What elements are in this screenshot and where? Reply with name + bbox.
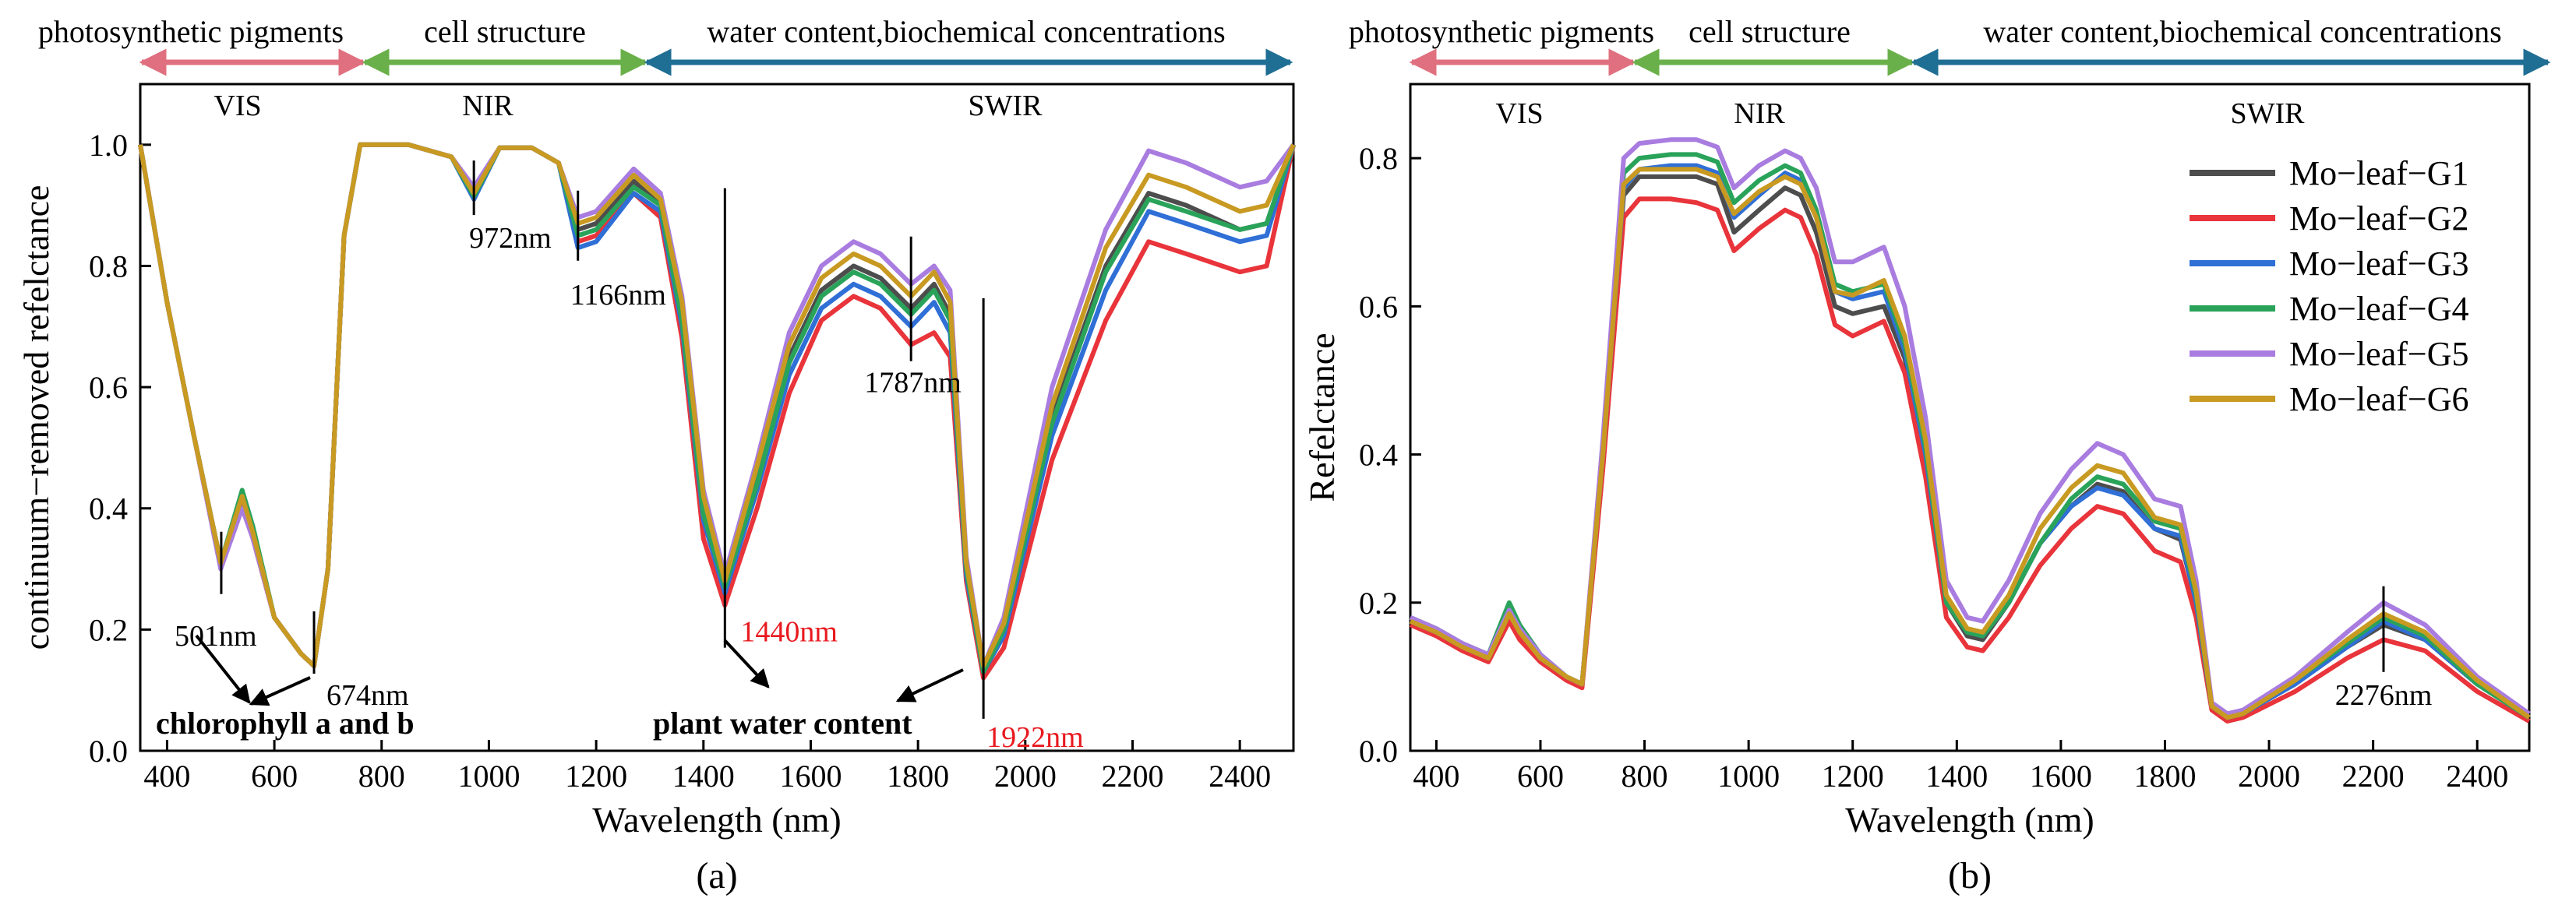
series-line-g2-b xyxy=(1409,196,2531,724)
x-tick-label: 2400 xyxy=(1209,759,1271,794)
y-tick-label: 0.6 xyxy=(1359,289,1398,324)
annotation-label: 501nm xyxy=(175,620,257,653)
x-tick-label: 800 xyxy=(1621,759,1668,794)
panel-label-b: (b) xyxy=(1948,855,1992,896)
x-tick-label: 600 xyxy=(1517,759,1564,794)
x-tick-label: 800 xyxy=(358,759,405,794)
annotations-b: 2276nm xyxy=(2335,586,2433,712)
water-label-b: water content,biochemical concentrations xyxy=(1983,14,2501,49)
y-tick-label: 0.8 xyxy=(89,248,128,283)
y-tick-label: 0.8 xyxy=(1359,141,1398,176)
arrow-1922-a xyxy=(895,668,964,702)
annotations-a: 972nm 1166nm 1787nm 501nm 674nm 1440nm 1922nm xyxy=(175,160,1084,754)
annotation-label: 1440nm xyxy=(740,616,838,649)
water-label-a: water content,biochemical concentrations xyxy=(707,14,1225,49)
legend-label: Mo−leaf−G3 xyxy=(2289,245,2468,283)
region-vis-a: VIS xyxy=(213,90,261,122)
x-tick-label: 1200 xyxy=(565,759,627,794)
structure-label-b: cell structure xyxy=(1689,14,1851,49)
arrow-1440-a xyxy=(723,639,770,688)
x-tick-label: 400 xyxy=(1413,759,1459,794)
plot-frame-a xyxy=(139,83,1295,752)
structure-label-a: cell structure xyxy=(424,14,586,49)
y-tick-label: 0.4 xyxy=(1359,438,1398,473)
x-tick-label: 2000 xyxy=(2238,759,2300,794)
series-line-g6-a xyxy=(138,142,1296,669)
x-tick-label: 1400 xyxy=(672,759,735,794)
xlabel-a: Wavelength (nm) xyxy=(592,800,841,840)
annotation-label: 674nm xyxy=(326,679,409,712)
x-tick-label: 1800 xyxy=(887,759,949,794)
y-tick-label: 1.0 xyxy=(89,128,128,163)
series-line-g4-b xyxy=(1409,152,2531,720)
ylabel-a: continuum−removed refelctance xyxy=(16,185,56,650)
legend-label: Mo−leaf−G6 xyxy=(2289,380,2468,418)
panel-label-a: (a) xyxy=(696,855,737,896)
annotation-label: 1787nm xyxy=(864,367,962,400)
y-tick-label: 0.2 xyxy=(89,612,128,647)
panel-a: photosynthetic pigments cell structure w… xyxy=(16,14,1296,896)
legend-label: Mo−leaf−G1 xyxy=(2289,154,2468,192)
x-tick-label: 1000 xyxy=(457,759,520,794)
x-tick-label: 1600 xyxy=(779,759,842,794)
x-tick-label: 1200 xyxy=(1822,759,1884,794)
region-nir-b: NIR xyxy=(1734,97,1785,130)
pigments-label-b: photosynthetic pigments xyxy=(1349,14,1654,49)
y-tick-label: 0.4 xyxy=(89,491,128,526)
axis-ticks-b: 400 600 800 1000 1200 1400 1600 1800 2000 2200 240… xyxy=(1359,141,2508,794)
annotation-label: 1922nm xyxy=(986,721,1084,754)
xlabel-b: Wavelength (nm) xyxy=(1845,800,2094,840)
series-lines-b xyxy=(1409,137,2531,724)
region-swir-b: SWIR xyxy=(2231,97,2306,130)
plot-frame-b xyxy=(1409,83,2531,752)
y-tick-label: 0.0 xyxy=(89,734,128,769)
region-nir-a: NIR xyxy=(462,90,513,122)
x-tick-label: 1400 xyxy=(1925,759,1988,794)
legend-label: Mo−leaf−G5 xyxy=(2289,335,2468,373)
series-lines-a xyxy=(138,142,1296,681)
arrow-501-a xyxy=(195,634,251,704)
axis-ticks-a: 400 600 800 1000 1200 1400 1600 1800 2000 2200 240… xyxy=(89,128,1271,794)
chlorophyll-label: chlorophyll a and b xyxy=(156,706,415,741)
x-tick-label: 600 xyxy=(251,759,298,794)
x-tick-label: 1000 xyxy=(1717,759,1780,794)
pigments-label-a: photosynthetic pigments xyxy=(38,14,344,49)
annotation-label: 972nm xyxy=(469,222,552,255)
water-content-label: plant water content xyxy=(653,706,912,741)
x-tick-label: 1600 xyxy=(2030,759,2092,794)
y-tick-label: 0.2 xyxy=(1359,586,1398,621)
legend: Mo−leaf−G1 Mo−leaf−G2 Mo−leaf−G3 Mo−leaf−G4… xyxy=(2190,154,2468,418)
y-tick-label: 0.6 xyxy=(89,370,128,405)
x-tick-label: 2000 xyxy=(994,759,1057,794)
y-tick-label: 0.0 xyxy=(1359,734,1398,769)
legend-label: Mo−leaf−G2 xyxy=(2289,199,2468,238)
arrow-674-a xyxy=(249,676,311,706)
x-tick-label: 400 xyxy=(143,759,190,794)
series-line-g6-b xyxy=(1409,167,2531,720)
x-tick-label: 1800 xyxy=(2133,759,2196,794)
annotation-label: 1166nm xyxy=(570,279,666,312)
x-tick-label: 2200 xyxy=(1101,759,1163,794)
region-swir-a: SWIR xyxy=(969,90,1043,122)
annotation-label: 2276nm xyxy=(2335,679,2433,712)
panel-b: photosynthetic pigments cell structure w… xyxy=(1302,14,2551,896)
ylabel-b: Refelctance xyxy=(1302,333,1342,502)
x-tick-label: 2200 xyxy=(2342,759,2405,794)
legend-label: Mo−leaf−G4 xyxy=(2289,290,2468,328)
x-tick-label: 2400 xyxy=(2446,759,2508,794)
region-vis-b: VIS xyxy=(1495,97,1543,130)
